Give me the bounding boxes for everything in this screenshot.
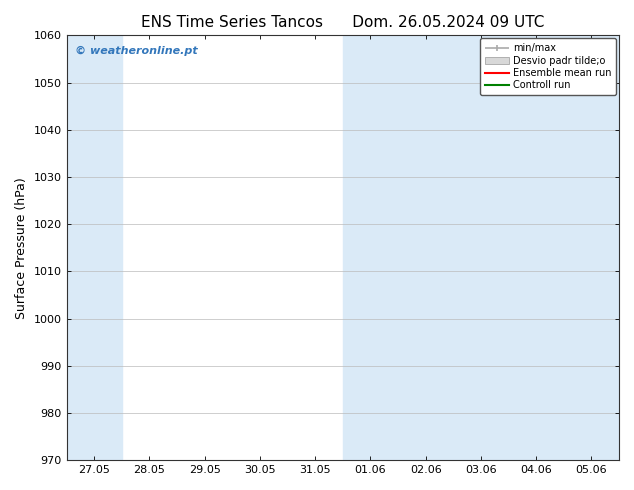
- Title: ENS Time Series Tancos      Dom. 26.05.2024 09 UTC: ENS Time Series Tancos Dom. 26.05.2024 0…: [141, 15, 545, 30]
- Y-axis label: Surface Pressure (hPa): Surface Pressure (hPa): [15, 177, 28, 318]
- Text: © weatheronline.pt: © weatheronline.pt: [75, 46, 198, 56]
- Bar: [343, 35, 508, 460]
- Bar: [67, 35, 122, 460]
- Bar: [508, 35, 619, 460]
- Legend: min/max, Desvio padr tilde;o, Ensemble mean run, Controll run: min/max, Desvio padr tilde;o, Ensemble m…: [480, 38, 616, 95]
